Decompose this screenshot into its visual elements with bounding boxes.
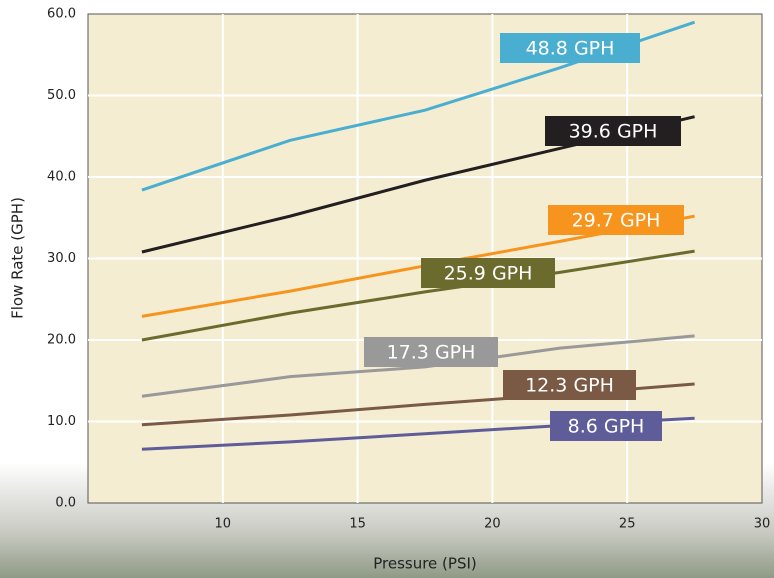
y-tick-label: 30.0 <box>47 251 76 266</box>
annotation-box <box>500 33 640 63</box>
y-tick-label: 40.0 <box>47 170 76 185</box>
y-tick-label: 50.0 <box>47 88 76 103</box>
annotation: 39.6 GPH <box>569 121 658 143</box>
x-tick-label: 10 <box>215 517 232 532</box>
annotation-box <box>364 337 498 367</box>
annotation-box <box>503 370 636 400</box>
x-tick-label: 25 <box>619 517 636 532</box>
x-tick-label: 15 <box>349 517 366 532</box>
annotation-box <box>548 205 684 235</box>
y-tick-label: 60.0 <box>47 7 76 22</box>
annotation-box <box>421 258 555 288</box>
y-tick-label: 0.0 <box>55 496 76 511</box>
x-axis-label: Pressure (PSI) <box>373 555 477 573</box>
annotation: 12.3 GPH <box>525 375 614 397</box>
x-tick-label: 20 <box>484 517 501 532</box>
x-tick-label: 30 <box>754 517 771 532</box>
annotation: 48.8 GPH <box>526 38 615 60</box>
annotation-box <box>550 411 662 441</box>
annotation-box <box>545 116 681 146</box>
series-line <box>141 249 695 342</box>
y-axis-label: Flow Rate (GPH) <box>9 197 27 319</box>
y-tick-label: 10.0 <box>47 414 76 429</box>
annotation: 17.3 GPH <box>387 342 476 364</box>
annotation: 29.7 GPH <box>572 210 661 232</box>
annotation: 8.6 GPH <box>568 416 645 438</box>
annotation: 25.9 GPH <box>444 263 533 285</box>
y-tick-label: 20.0 <box>47 333 76 348</box>
